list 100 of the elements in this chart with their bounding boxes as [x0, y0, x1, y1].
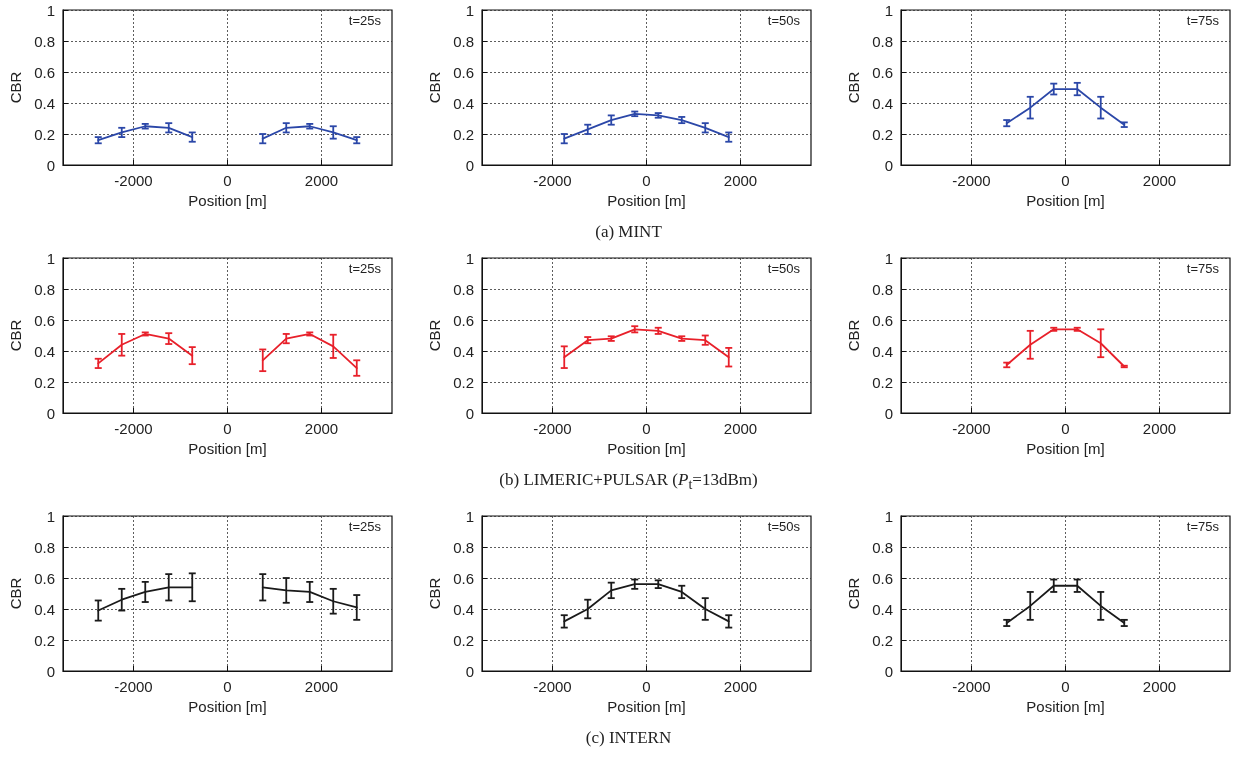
y-tick-label: 0.4 — [34, 342, 55, 360]
y-tick-label: 1 — [46, 249, 55, 267]
y-tick-label: 0.2 — [872, 373, 893, 391]
y-tick-label: 0.6 — [872, 311, 893, 329]
y-tick-label: 0 — [46, 662, 55, 680]
annotation: t=25s — [348, 519, 382, 534]
x-axis-title: Position [m] — [188, 192, 267, 209]
annotation: t=50s — [767, 13, 801, 28]
x-tick-label: 0 — [642, 420, 651, 437]
y-tick-label: 0.8 — [34, 538, 55, 556]
x-axis-title: Position [m] — [1026, 698, 1105, 715]
x-tick-label: -2000 — [952, 678, 991, 695]
x-tick-label: 2000 — [1142, 420, 1177, 437]
line-series — [563, 583, 730, 623]
y-tick-label: 0.6 — [453, 311, 474, 329]
y-tick-label: 0.4 — [453, 342, 474, 360]
y-tick-label: 0 — [46, 404, 55, 422]
y-axis-title: CBR — [845, 577, 862, 610]
y-axis-title: CBR — [426, 71, 443, 104]
y-tick-label: 0.4 — [453, 94, 474, 112]
y-tick-label: 0 — [465, 662, 474, 680]
y-tick-label: 1 — [465, 507, 474, 525]
y-axis-title: CBR — [426, 319, 443, 352]
x-axis-title: Position [m] — [1026, 192, 1105, 209]
text: (b) LIMERIC+PULSAR (P$_{t}$=13dBm) — [498, 470, 759, 494]
x-tick-label: 2000 — [1142, 678, 1177, 695]
y-axis-title: CBR — [7, 319, 24, 352]
y-tick-label: 1 — [884, 1, 893, 19]
annotation: t=50s — [767, 261, 801, 276]
x-tick-label: 0 — [642, 678, 651, 695]
y-tick-label: 0.6 — [453, 569, 474, 587]
y-tick-label: 0.6 — [34, 63, 55, 81]
x-tick-label: -2000 — [114, 420, 153, 437]
annotation: t=25s — [348, 261, 382, 276]
y-tick-label: 0.4 — [34, 600, 55, 618]
y-tick-label: 0.2 — [453, 631, 474, 649]
y-tick-label: 0.2 — [872, 125, 893, 143]
y-tick-label: 0.2 — [453, 125, 474, 143]
annotation: t=75s — [1186, 13, 1220, 28]
x-tick-label: 0 — [223, 172, 232, 189]
y-tick-label: 0.4 — [453, 600, 474, 618]
y-tick-label: 1 — [46, 507, 55, 525]
y-tick-label: 0.4 — [872, 94, 893, 112]
y-tick-label: 0 — [465, 156, 474, 174]
x-tick-label: -2000 — [114, 172, 153, 189]
line-series — [563, 112, 730, 140]
x-tick-label: 0 — [223, 678, 232, 695]
x-tick-label: 2000 — [723, 172, 758, 189]
text: (a) MINT — [594, 222, 663, 242]
y-axis-title: CBR — [7, 577, 24, 610]
y-tick-label: 0.2 — [34, 631, 55, 649]
y-tick-label: 0.8 — [872, 280, 893, 298]
x-tick-label: 2000 — [723, 420, 758, 437]
y-tick-label: 1 — [46, 1, 55, 19]
annotation: t=75s — [1186, 519, 1220, 534]
y-tick-label: 0.8 — [34, 280, 55, 298]
x-axis-title: Position [m] — [607, 440, 686, 457]
y-axis-title: CBR — [845, 71, 862, 104]
y-tick-label: 0 — [884, 404, 893, 422]
x-axis-title: Position [m] — [607, 192, 686, 209]
y-tick-label: 0 — [884, 156, 893, 174]
y-tick-label: 0.2 — [34, 125, 55, 143]
x-tick-label: 2000 — [723, 678, 758, 695]
y-tick-label: 0.6 — [34, 569, 55, 587]
y-tick-label: 1 — [884, 249, 893, 267]
y-tick-label: 0.6 — [872, 63, 893, 81]
y-tick-label: 0.6 — [453, 63, 474, 81]
x-tick-label: 2000 — [304, 420, 339, 437]
y-tick-label: 1 — [884, 507, 893, 525]
x-tick-label: -2000 — [533, 172, 572, 189]
x-axis-title: Position [m] — [607, 698, 686, 715]
y-tick-label: 0.8 — [453, 280, 474, 298]
x-tick-label: 0 — [642, 172, 651, 189]
annotation: t=50s — [767, 519, 801, 534]
x-tick-label: 0 — [1061, 172, 1070, 189]
x-axis-title: Position [m] — [188, 440, 267, 457]
y-tick-label: 0.4 — [34, 94, 55, 112]
x-axis-title: Position [m] — [188, 698, 267, 715]
y-tick-label: 0.8 — [872, 32, 893, 50]
y-tick-label: 0.4 — [872, 600, 893, 618]
y-axis-title: CBR — [845, 319, 862, 352]
x-tick-label: -2000 — [533, 420, 572, 437]
y-tick-label: 0.2 — [453, 373, 474, 391]
y-tick-label: 0.4 — [872, 342, 893, 360]
y-tick-label: 0 — [46, 156, 55, 174]
x-tick-label: 2000 — [304, 172, 339, 189]
y-axis-title: CBR — [426, 577, 443, 610]
y-tick-label: 0.8 — [453, 538, 474, 556]
y-tick-label: 0.8 — [872, 538, 893, 556]
y-tick-label: 1 — [465, 1, 474, 19]
y-tick-label: 0.8 — [34, 32, 55, 50]
y-tick-label: 0.6 — [34, 311, 55, 329]
y-tick-label: 0 — [465, 404, 474, 422]
y-tick-label: 0.6 — [872, 569, 893, 587]
annotation: t=25s — [348, 13, 382, 28]
x-axis-title: Position [m] — [1026, 440, 1105, 457]
x-tick-label: -2000 — [533, 678, 572, 695]
x-tick-label: -2000 — [952, 420, 991, 437]
x-tick-label: 0 — [223, 420, 232, 437]
x-tick-label: -2000 — [114, 678, 153, 695]
